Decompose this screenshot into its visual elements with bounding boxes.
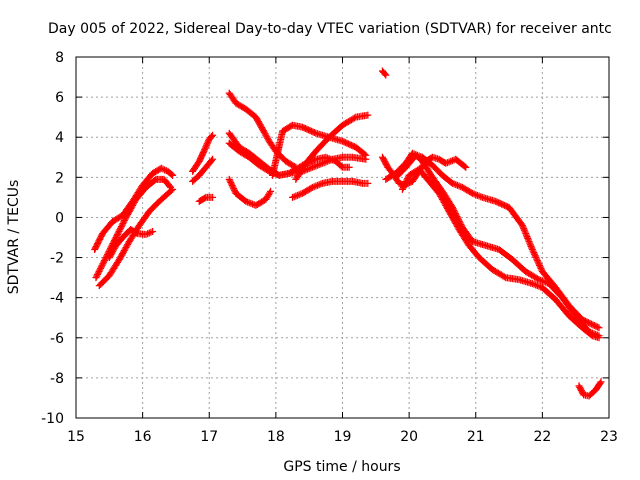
series-track-o xyxy=(378,67,390,79)
y-tick-label: 8 xyxy=(55,50,64,66)
series-track-m xyxy=(292,111,372,183)
y-tick-label: 6 xyxy=(55,90,64,106)
series-track-d xyxy=(105,225,157,262)
x-tick-label: 22 xyxy=(533,429,551,445)
y-axis-label: SDTVAR / TECUs xyxy=(6,180,22,295)
series-track-t xyxy=(575,378,605,400)
x-tick-label: 17 xyxy=(200,429,218,445)
data-markers xyxy=(91,67,605,400)
x-tick-labels: 15 16 17 18 19 20 21 22 23 xyxy=(67,429,618,445)
x-tick-label: 19 xyxy=(334,429,352,445)
x-axis-label: GPS time / hours xyxy=(283,459,400,475)
series-track-e xyxy=(189,131,217,175)
series-track-b xyxy=(92,175,175,282)
x-tick-label: 20 xyxy=(400,429,418,445)
grid xyxy=(76,57,609,418)
series-track-n xyxy=(289,177,372,201)
y-tick-label: -8 xyxy=(50,371,64,387)
x-tick-label: 23 xyxy=(600,429,618,445)
x-tick-label: 16 xyxy=(134,429,152,445)
y-tick-label: -6 xyxy=(50,331,64,347)
x-tick-label: 15 xyxy=(67,429,85,445)
y-tick-label: -10 xyxy=(41,411,64,427)
series-track-g xyxy=(195,193,217,205)
x-tick-label: 18 xyxy=(267,429,285,445)
y-tick-label: -2 xyxy=(50,251,64,267)
x-tick-label: 21 xyxy=(467,429,485,445)
y-tick-label: 4 xyxy=(55,130,64,146)
y-tick-labels: -10 -8 -6 -4 -2 0 2 4 6 8 xyxy=(41,50,64,427)
series-track-r xyxy=(392,151,603,340)
y-tick-label: 2 xyxy=(55,170,64,186)
series-track-f xyxy=(189,155,217,185)
series-track-l xyxy=(269,121,370,179)
series-track-s xyxy=(398,165,603,342)
y-tick-label: 0 xyxy=(55,210,64,226)
chart-title: Day 005 of 2022, Sidereal Day-to-day VTE… xyxy=(48,21,612,37)
y-tick-label: -4 xyxy=(50,291,64,307)
axis-ticks xyxy=(75,56,610,419)
series-track-k xyxy=(225,175,275,209)
